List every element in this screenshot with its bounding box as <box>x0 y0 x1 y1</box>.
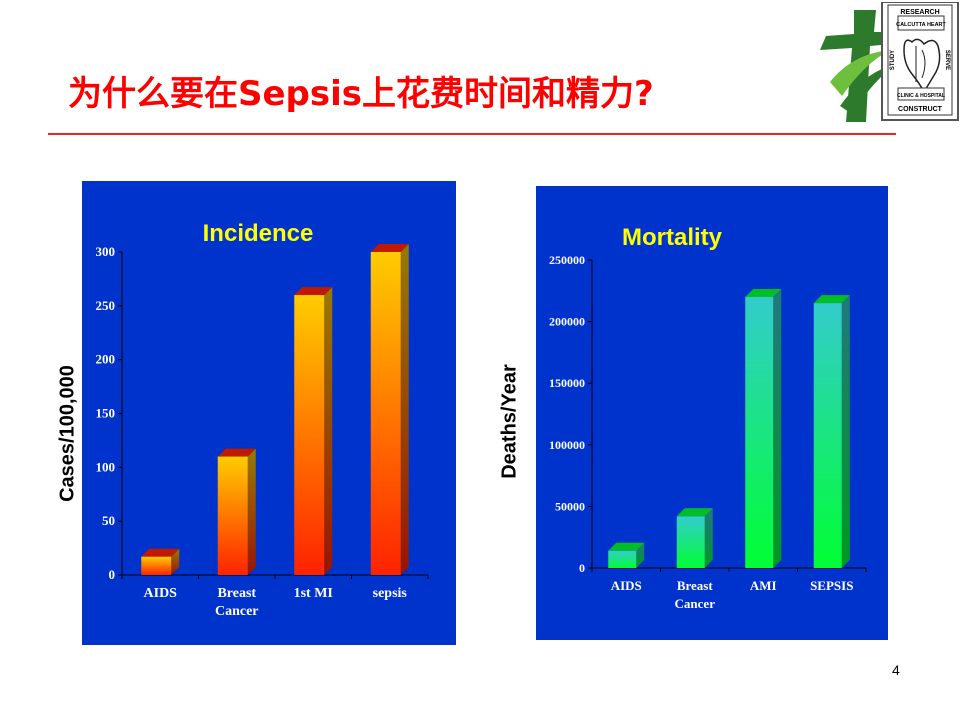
bar <box>294 295 325 575</box>
y-tick-label: 250000 <box>549 253 585 267</box>
bar-top <box>608 542 645 551</box>
x-tick-label: AIDS <box>611 578 642 593</box>
bar-top <box>745 288 782 297</box>
bar-top <box>294 287 333 296</box>
x-tick-label: SEPSIS <box>810 578 853 593</box>
x-tick-label: Breast <box>677 578 714 593</box>
bar-top <box>141 548 180 557</box>
y-tick-label: 50000 <box>555 499 585 513</box>
x-tick-label: Cancer <box>215 604 259 619</box>
incidence-chart: Incidence 0 50 100 150 200 250 300 AIDS Breast Can… <box>82 181 456 645</box>
x-tick-label: Breast <box>217 586 256 601</box>
x-tick-label: AIDS <box>144 586 178 601</box>
bar-side <box>773 288 782 568</box>
green-swoosh-icon <box>820 10 896 122</box>
y-tick-label: 0 <box>109 567 116 582</box>
x-tick-label: AMI <box>750 578 777 593</box>
bar <box>370 252 401 575</box>
bar-top <box>370 244 409 252</box>
mortality-y-axis-title: Deaths/Year <box>498 364 521 479</box>
slide-title: 为什么要在Sepsis上花费时间和精力? <box>68 74 654 114</box>
bar-top <box>676 508 713 517</box>
bar <box>141 556 172 575</box>
mortality-chart: Mortality 0 50000 100000 150000 200000 250000 A… <box>536 186 888 640</box>
logo-left-text: STUDY <box>890 50 896 70</box>
y-tick-label: 150000 <box>549 376 585 390</box>
page-number: 4 <box>892 662 900 678</box>
bar-side <box>400 244 409 575</box>
logo-top-text: RESEARCH <box>900 9 939 16</box>
bar-side <box>247 448 256 575</box>
y-tick-label: 150 <box>96 406 116 421</box>
y-tick-label: 100000 <box>549 438 585 452</box>
bar-top <box>217 448 256 457</box>
logo-inner-text-bottom: CLINIC & HOSPITAL <box>897 93 945 99</box>
y-tick-label: 0 <box>579 561 585 575</box>
y-tick-label: 200 <box>96 352 116 367</box>
bar <box>217 456 248 575</box>
x-tick-label: 1st MI <box>294 586 333 601</box>
chart-title: Mortality <box>622 224 723 251</box>
title-underline <box>48 133 896 135</box>
chart-title: Incidence <box>203 220 314 247</box>
hospital-logo: RESEARCH CALCUTTA HEART CLINIC & HOSPITA… <box>812 1 960 132</box>
y-tick-label: 300 <box>96 244 116 259</box>
bar <box>745 296 774 568</box>
bar-side <box>841 295 850 568</box>
bar <box>608 550 637 568</box>
bar-side <box>171 548 180 575</box>
bar <box>676 516 705 568</box>
bar-top <box>813 295 850 304</box>
incidence-chart-svg: Incidence 0 50 100 150 200 250 300 AIDS Breast Can… <box>96 220 429 619</box>
y-tick-label: 200000 <box>549 315 585 329</box>
y-tick-label: 250 <box>96 298 116 313</box>
heart-icon <box>903 38 941 94</box>
x-tick-label: Cancer <box>675 596 716 611</box>
mortality-chart-svg: Mortality 0 50000 100000 150000 200000 250000 A… <box>549 224 867 611</box>
logo-right-text: SERVE <box>944 50 950 70</box>
logo-bottom-text: CONSTRUCT <box>898 106 943 113</box>
x-tick-label: sepsis <box>373 586 408 601</box>
logo-inner-text-top: CALCUTTA HEART <box>896 22 946 28</box>
bar <box>813 303 842 568</box>
y-tick-label: 50 <box>102 513 115 528</box>
bar-side <box>636 542 645 568</box>
bar-side <box>704 508 713 568</box>
bar-side <box>324 287 333 575</box>
incidence-y-axis-title: Cases/100,000 <box>56 365 79 502</box>
y-tick-label: 100 <box>96 459 116 474</box>
